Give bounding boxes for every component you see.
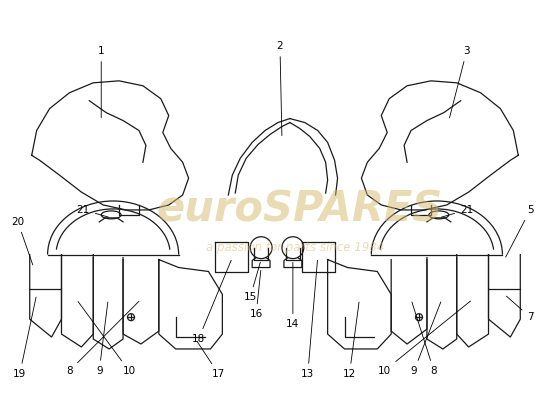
Text: euroSPARES: euroSPARES <box>157 189 443 231</box>
Text: 21: 21 <box>76 205 108 217</box>
Text: a passion for parts since 1984: a passion for parts since 1984 <box>206 241 384 254</box>
Text: 2: 2 <box>277 41 283 136</box>
Text: 20: 20 <box>11 217 33 265</box>
Text: 14: 14 <box>286 262 300 329</box>
Text: 15: 15 <box>244 262 260 302</box>
Text: 8: 8 <box>66 301 139 376</box>
Text: 17: 17 <box>197 341 225 379</box>
Text: 19: 19 <box>13 297 36 379</box>
Text: 10: 10 <box>378 301 470 376</box>
Text: 13: 13 <box>301 260 317 379</box>
Text: 16: 16 <box>250 270 263 319</box>
Text: 7: 7 <box>507 296 534 322</box>
Text: 5: 5 <box>505 205 534 257</box>
Text: 21: 21 <box>442 205 474 217</box>
Text: 10: 10 <box>78 302 136 376</box>
Text: 9: 9 <box>96 302 108 376</box>
Text: 18: 18 <box>192 260 231 344</box>
Text: 9: 9 <box>411 302 441 376</box>
Text: 1: 1 <box>98 46 104 118</box>
Text: 8: 8 <box>412 302 437 376</box>
Text: 3: 3 <box>449 46 470 118</box>
Text: 12: 12 <box>343 302 359 379</box>
